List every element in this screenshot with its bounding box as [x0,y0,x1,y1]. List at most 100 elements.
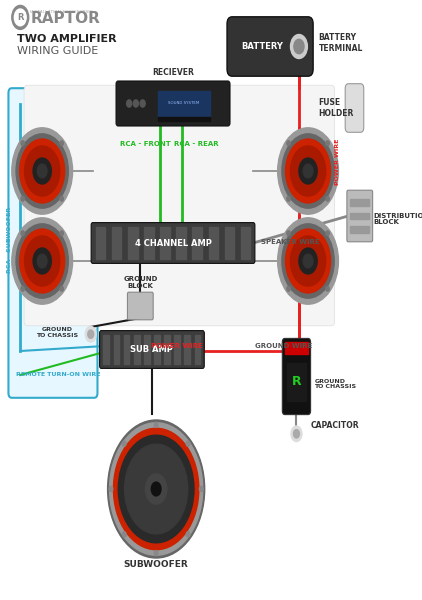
Text: RECIEVER: RECIEVER [152,68,194,77]
Text: GROUND
BLOCK: GROUND BLOCK [123,276,157,289]
Circle shape [287,141,290,146]
Circle shape [133,100,138,107]
Text: POWER WIRE: POWER WIRE [151,343,203,349]
Bar [164,335,170,364]
Circle shape [140,100,145,107]
Circle shape [287,286,290,291]
FancyBboxPatch shape [116,81,230,126]
FancyBboxPatch shape [227,17,313,76]
Circle shape [290,146,326,196]
Bar [184,335,190,364]
Circle shape [118,435,194,543]
Circle shape [24,236,60,286]
Circle shape [278,218,338,304]
Circle shape [278,128,338,214]
Bar [208,227,218,259]
Circle shape [186,532,190,537]
Circle shape [110,423,203,555]
Circle shape [21,196,24,201]
Circle shape [286,229,330,293]
Text: GROUND
TO CHASSIS: GROUND TO CHASSIS [36,327,78,338]
Text: RCA - REAR: RCA - REAR [174,141,219,147]
Text: RAPTOR: RAPTOR [30,11,100,26]
Circle shape [108,420,205,558]
Circle shape [303,254,313,268]
Text: CAPACITOR: CAPACITOR [311,421,360,430]
Circle shape [37,254,47,268]
Circle shape [146,474,167,504]
Circle shape [37,164,47,178]
Circle shape [60,141,63,146]
Circle shape [20,229,65,293]
Bar [350,226,369,233]
Circle shape [60,196,63,201]
Bar [285,342,308,355]
Bar [124,335,130,364]
Bar [195,335,200,364]
Circle shape [12,5,29,29]
Circle shape [21,286,24,291]
Bar [154,335,160,364]
FancyBboxPatch shape [100,331,204,368]
FancyBboxPatch shape [347,190,373,242]
FancyBboxPatch shape [8,88,97,398]
Text: BATTERY: BATTERY [241,42,284,51]
Text: GROUND WIRE: GROUND WIRE [255,343,313,349]
Bar [134,335,140,364]
Circle shape [151,482,161,496]
Circle shape [303,164,313,178]
Circle shape [88,330,94,338]
Text: TWO AMPLIFIER: TWO AMPLIFIER [17,34,116,44]
Circle shape [124,444,188,534]
Text: WIRING GUIDE: WIRING GUIDE [17,46,98,56]
Text: SUBWOOFER: SUBWOOFER [124,560,189,569]
Circle shape [294,430,300,438]
Circle shape [127,100,132,107]
Circle shape [33,248,51,274]
FancyBboxPatch shape [91,223,255,263]
Bar [144,227,154,259]
FancyBboxPatch shape [127,292,153,320]
Circle shape [24,146,60,196]
Circle shape [299,158,317,184]
Circle shape [326,141,329,146]
Circle shape [290,34,307,58]
Circle shape [12,128,73,214]
Circle shape [282,224,334,298]
Bar [176,227,186,259]
Circle shape [16,224,68,298]
Circle shape [21,231,24,236]
Circle shape [132,455,181,523]
Text: RCA - FRONT: RCA - FRONT [120,141,171,147]
Circle shape [21,141,24,146]
FancyBboxPatch shape [24,85,335,326]
Text: INSTALLATION ACCESSORIES: INSTALLATION ACCESSORIES [30,10,93,14]
Circle shape [12,218,73,304]
Bar [112,227,122,259]
Text: SOUND SYSTEM: SOUND SYSTEM [168,101,200,106]
Circle shape [122,441,126,446]
Circle shape [122,532,126,537]
Circle shape [326,231,329,236]
Text: POWER WIRE: POWER WIRE [335,139,340,185]
Circle shape [287,231,290,236]
Bar [114,335,119,364]
Circle shape [291,426,302,442]
Circle shape [286,139,330,203]
Circle shape [326,286,329,291]
Circle shape [294,39,304,54]
Circle shape [16,134,68,208]
Text: R: R [17,13,24,22]
Bar [287,362,306,401]
FancyBboxPatch shape [282,338,311,415]
Text: REMOTE TURN-ON WIRE: REMOTE TURN-ON WIRE [16,372,100,377]
Bar [350,212,369,220]
Circle shape [60,231,63,236]
Bar [144,335,150,364]
Text: RCA - SUBWOOFER: RCA - SUBWOOFER [7,207,12,273]
Bar [103,335,109,364]
FancyBboxPatch shape [345,84,364,132]
Circle shape [85,326,96,342]
Bar [174,335,180,364]
Text: BATTERY
TERMINAL: BATTERY TERMINAL [319,34,363,53]
